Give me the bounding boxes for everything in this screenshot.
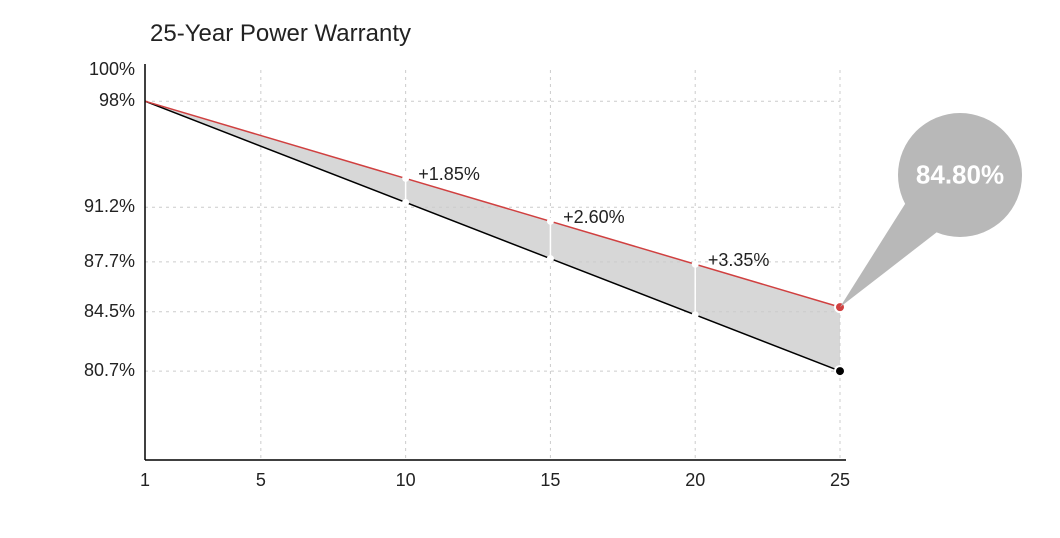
y-tick-label: 84.5% <box>0 301 135 322</box>
y-tick-label: 80.7% <box>0 360 135 381</box>
delta-label: +1.85% <box>418 164 480 185</box>
x-tick-label: 15 <box>535 470 565 491</box>
y-tick-label: 91.2% <box>0 196 135 217</box>
chart-svg <box>0 0 1060 538</box>
chart-container: 25-Year Power Warranty 100% 98% 91.2% 87.7%… <box>0 0 1060 538</box>
delta-label: +3.35% <box>708 250 770 271</box>
x-tick-label: 25 <box>825 470 855 491</box>
x-tick-label: 1 <box>130 470 160 491</box>
callout-label: 84.80% <box>916 160 1004 191</box>
y-tick-label: 98% <box>0 90 135 111</box>
y-tick-label: 100% <box>0 59 135 80</box>
x-tick-label: 20 <box>680 470 710 491</box>
x-tick-label: 10 <box>391 470 421 491</box>
y-tick-label: 87.7% <box>0 251 135 272</box>
delta-label: +2.60% <box>563 207 625 228</box>
chart-title: 25-Year Power Warranty <box>150 20 411 48</box>
x-tick-label: 5 <box>246 470 276 491</box>
